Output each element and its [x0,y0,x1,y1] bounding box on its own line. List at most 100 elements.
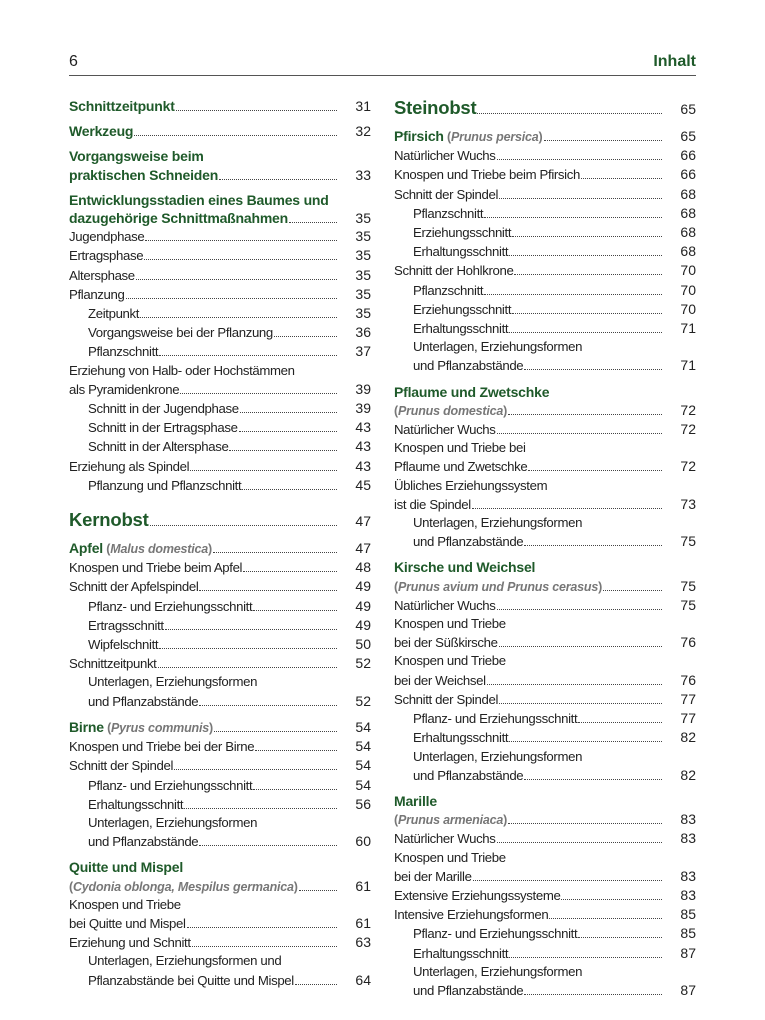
toc-entry[interactable]: Unterlagen, Erziehungsformen und Pflanzab… [394,338,696,375]
toc-entry[interactable]: Knospen und Triebe bei der Birne 54 [69,737,371,756]
toc-entry[interactable]: Altersphase 35 [69,266,371,285]
entry-title: Schnitt der Spindel [394,691,499,707]
chapter-heading[interactable]: Pflaume und Zwetschke [394,383,696,401]
toc-line: dazugehörige Schnittmaßnahmen 35 [69,209,371,227]
running-header: 6 Inhalt [69,53,696,76]
page-ref: 56 [355,795,371,812]
toc-entry[interactable]: Schnitt der Hohlkrone 70 [394,261,696,280]
chapter-heading[interactable]: Kirsche und Weichsel [394,558,696,576]
toc-entry[interactable]: Pflanzschnitt 70 [394,281,696,300]
dot-leader [512,312,662,314]
toc-entry[interactable]: Extensive Erziehungssysteme 83 [394,886,696,905]
toc-entry[interactable]: Knospen und Triebe bei der Marille 83 [394,849,696,886]
chapter-heading[interactable]: Werkzeug 32 [69,122,371,140]
page-ref: 32 [355,123,371,140]
dot-leader [159,355,337,357]
toc-entry[interactable]: Ertragsschnitt 49 [69,616,371,635]
toc-entry[interactable]: Unterlagen, Erziehungsformen und Pflanzab… [394,963,696,1000]
paren: ( [394,813,398,828]
page-ref: 83 [680,811,696,828]
chapter-heading[interactable]: Quitte und Mispel [69,858,371,876]
toc-line: Schnitt in der Altersphase 43 [88,437,371,456]
chapter-heading[interactable]: Marille [394,792,696,810]
toc-entry[interactable]: Jugendphase 35 [69,227,371,246]
toc-entry[interactable]: Schnitt der Apfelspindel 49 [69,577,371,596]
toc-entry[interactable]: Erhaltungsschnitt 87 [394,944,696,963]
toc-entry[interactable]: Intensive Erziehungsformen 85 [394,905,696,924]
toc-entry[interactable]: Natürlicher Wuchs 66 [394,146,696,165]
latin-name: Cydonia oblonga, Mespilus germanica [72,879,294,894]
toc-entry[interactable]: Erhaltungsschnitt 71 [394,319,696,338]
toc-entry[interactable]: Knospen und Triebe bei der Süßkirsche 76 [394,615,696,652]
dot-leader [144,259,337,261]
entry-title: Vorgangsweise beim [69,148,204,165]
toc-entry[interactable]: Natürlicher Wuchs 75 [394,596,696,615]
toc-entry[interactable]: Pflanz- und Erziehungsschnitt 54 [69,776,371,795]
section-heading[interactable]: Steinobst 65 [394,97,696,120]
toc-entry[interactable]: Knospen und Triebe beim Apfel 48 [69,558,371,577]
toc-entry[interactable]: Pflanzung 35 [69,285,371,304]
toc-entry[interactable]: Pflanzschnitt 68 [394,204,696,223]
toc-entry[interactable]: Schnittzeitpunkt 52 [69,654,371,673]
toc-entry[interactable]: (Prunus domestica) 72 [394,401,696,420]
page-ref: 70 [680,262,696,279]
page-ref: 71 [680,320,696,337]
toc-entry[interactable]: Erziehungsschnitt 68 [394,223,696,242]
chapter-heading[interactable]: Entwicklungsstadien eines Baumes und dazu… [69,191,371,227]
dot-leader [186,926,337,928]
toc-line: Pflanzabstände bei Quitte und Mispel 64 [88,971,371,990]
section-heading[interactable]: Kernobst 47 [69,509,371,532]
toc-entry[interactable]: Unterlagen, Erziehungsformen und Pflanzab… [394,748,696,785]
chapter-heading[interactable]: Vorgangsweise beim praktischen Schneiden 3… [69,147,371,183]
toc-entry[interactable]: Erhaltungsschnitt 82 [394,728,696,747]
toc-entry[interactable]: Unterlagen, Erziehungsformen und Pflanzab… [69,673,371,710]
toc-entry[interactable]: Schnitt in der Altersphase 43 [69,437,371,456]
toc-entry[interactable]: (Prunus avium und Prunus cerasus) 75 [394,577,696,596]
toc-entry[interactable]: Pflanzung und Pflanzschnitt 45 [69,476,371,495]
toc-entry[interactable]: Knospen und Triebe bei Quitte und Mispel 6… [69,896,371,933]
toc-entry[interactable]: Schnitt der Spindel 77 [394,690,696,709]
toc-entry[interactable]: Pflanz- und Erziehungsschnitt 77 [394,709,696,728]
toc-entry[interactable]: Erhaltungsschnitt 68 [394,242,696,261]
page-ref: 35 [355,228,371,245]
toc-entry[interactable]: Schnitt in der Ertragsphase 43 [69,418,371,437]
paren: ( [103,542,111,557]
toc-entry[interactable]: Schnitt in der Jugendphase 39 [69,399,371,418]
toc-entry[interactable]: Ertragsphase 35 [69,246,371,265]
toc-entry[interactable]: Erziehung und Schnitt 63 [69,933,371,952]
toc-entry[interactable]: Pflanz- und Erziehungsschnitt 49 [69,597,371,616]
toc-entry[interactable]: Unterlagen, Erziehungsformen und Pflanzab… [69,814,371,851]
toc-entry[interactable]: Vorgangsweise bei der Pflanzung 36 [69,323,371,342]
toc-entry[interactable]: Knospen und Triebe bei Pflaume und Zwetsc… [394,439,696,476]
toc-entry[interactable]: Natürlicher Wuchs 83 [394,829,696,848]
toc-entry[interactable]: Schnitt der Spindel 68 [394,185,696,204]
toc-entry[interactable]: Schnitt der Spindel 54 [69,756,371,775]
toc-entry[interactable]: Zeitpunkt 35 [69,304,371,323]
toc-entry[interactable]: Unterlagen, Erziehungsformen und Pflanzab… [69,952,371,989]
toc-line: Natürlicher Wuchs 72 [394,420,696,439]
dot-leader [174,769,337,771]
toc-entry[interactable]: Übliches Erziehungssystem ist die Spindel… [394,477,696,514]
chapter-heading[interactable]: Pfirsich (Prunus persica) 65 [394,127,696,146]
toc-entry[interactable]: (Prunus armeniaca) 83 [394,810,696,829]
toc-entry[interactable]: Erziehung als Spindel 43 [69,457,371,476]
toc-entry[interactable]: Knospen und Triebe beim Pfirsich 66 [394,165,696,184]
toc-entry[interactable]: Pflanzschnitt 37 [69,342,371,361]
toc-line: Pfirsich (Prunus persica) 65 [394,127,696,146]
toc-entry[interactable]: Knospen und Triebe bei der Weichsel 76 [394,652,696,689]
toc-entry[interactable]: Unterlagen, Erziehungsformen und Pflanzab… [394,514,696,551]
toc-entry[interactable]: Pflanz- und Erziehungsschnitt 85 [394,924,696,943]
toc-entry[interactable]: Erziehungsschnitt 70 [394,300,696,319]
dot-leader [212,552,337,554]
toc-entry[interactable]: (Cydonia oblonga, Mespilus germanica) 61 [69,877,371,896]
toc-entry[interactable]: Natürlicher Wuchs 72 [394,420,696,439]
chapter-heading[interactable]: Apfel (Malus domestica) 47 [69,539,371,558]
chapter-heading[interactable]: Schnittzeitpunkt 31 [69,97,371,115]
toc-entry[interactable]: Erziehung von Halb- oder Hochstämmen als … [69,362,371,399]
toc-entry[interactable]: Erhaltungsschnitt 56 [69,795,371,814]
dot-leader [509,332,662,334]
toc-line: Knospen und Triebe beim Pfirsich 66 [394,165,696,184]
toc-entry[interactable]: Wipfelschnitt 50 [69,635,371,654]
dot-leader [528,470,662,472]
chapter-heading[interactable]: Birne (Pyrus communis) 54 [69,718,371,737]
